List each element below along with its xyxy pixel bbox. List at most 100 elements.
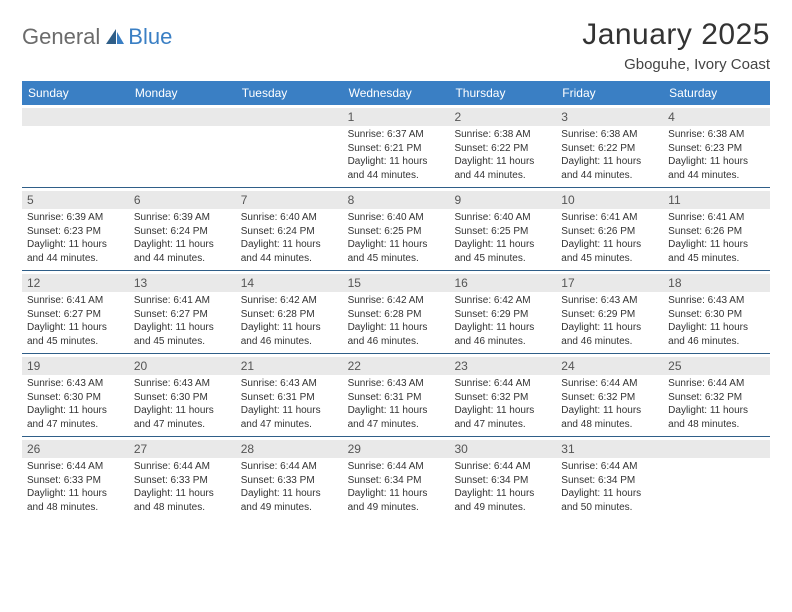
calendar-cell: 8 Sunrise: 6:40 AMSunset: 6:25 PMDaylight… <box>343 188 450 270</box>
logo: General Blue <box>22 18 172 50</box>
daynum-bar: 30 <box>449 440 556 458</box>
daynum-bar: 8 <box>343 191 450 209</box>
daynum-bar: 9 <box>449 191 556 209</box>
day-number: 26 <box>27 442 124 456</box>
day-number: 27 <box>134 442 231 456</box>
day-detail: Sunrise: 6:43 AMSunset: 6:30 PMDaylight:… <box>134 377 231 431</box>
calendar-cell: 26 Sunrise: 6:44 AMSunset: 6:33 PMDayligh… <box>22 437 129 519</box>
daynum-bar: 29 <box>343 440 450 458</box>
daynum-bar: 3 <box>556 108 663 126</box>
calendar-cell: 22 Sunrise: 6:43 AMSunset: 6:31 PMDayligh… <box>343 354 450 436</box>
day-detail: Sunrise: 6:44 AMSunset: 6:32 PMDaylight:… <box>561 377 658 431</box>
calendar-cell: 28 Sunrise: 6:44 AMSunset: 6:33 PMDayligh… <box>236 437 343 519</box>
day-detail: Sunrise: 6:43 AMSunset: 6:31 PMDaylight:… <box>348 377 445 431</box>
calendar-cell <box>236 105 343 187</box>
daynum-bar: 12 <box>22 274 129 292</box>
day-header: Monday <box>129 81 236 105</box>
day-detail: Sunrise: 6:38 AMSunset: 6:22 PMDaylight:… <box>454 128 551 182</box>
calendar-week: 26 Sunrise: 6:44 AMSunset: 6:33 PMDayligh… <box>22 436 770 519</box>
day-detail: Sunrise: 6:44 AMSunset: 6:34 PMDaylight:… <box>348 460 445 514</box>
day-number: 20 <box>134 359 231 373</box>
day-number: 1 <box>348 110 445 124</box>
daynum-bar: 7 <box>236 191 343 209</box>
calendar-cell: 31 Sunrise: 6:44 AMSunset: 6:34 PMDayligh… <box>556 437 663 519</box>
calendar-week: 5 Sunrise: 6:39 AMSunset: 6:23 PMDaylight… <box>22 187 770 270</box>
day-number: 23 <box>454 359 551 373</box>
day-detail: Sunrise: 6:44 AMSunset: 6:33 PMDaylight:… <box>241 460 338 514</box>
daynum-bar: 10 <box>556 191 663 209</box>
calendar-cell: 12Sunrise: 6:41 AMSunset: 6:27 PMDayligh… <box>22 271 129 353</box>
calendar-cell: 7Sunrise: 6:40 AMSunset: 6:24 PMDaylight… <box>236 188 343 270</box>
daynum-bar: 15 <box>343 274 450 292</box>
daynum-bar: 17 <box>556 274 663 292</box>
daynum-bar: 1 <box>343 108 450 126</box>
day-detail: Sunrise: 6:41 AMSunset: 6:26 PMDaylight:… <box>668 211 765 265</box>
calendar-cell <box>663 437 770 519</box>
calendar-cell <box>129 105 236 187</box>
daynum-bar: 27 <box>129 440 236 458</box>
day-header: Saturday <box>663 81 770 105</box>
calendar-cell: 23Sunrise: 6:44 AMSunset: 6:32 PMDayligh… <box>449 354 556 436</box>
day-detail: Sunrise: 6:42 AMSunset: 6:28 PMDaylight:… <box>241 294 338 348</box>
day-detail: Sunrise: 6:44 AMSunset: 6:34 PMDaylight:… <box>561 460 658 514</box>
day-number: 10 <box>561 193 658 207</box>
calendar-week: 1Sunrise: 6:37 AMSunset: 6:21 PMDaylight… <box>22 105 770 187</box>
calendar-cell: 9 Sunrise: 6:40 AMSunset: 6:25 PMDaylight… <box>449 188 556 270</box>
calendar-cell <box>22 105 129 187</box>
daynum-bar: 26 <box>22 440 129 458</box>
daynum-bar: 5 <box>22 191 129 209</box>
daynum-bar: 18 <box>663 274 770 292</box>
day-number: 3 <box>561 110 658 124</box>
day-number: 14 <box>241 276 338 290</box>
calendar-cell: 11 Sunrise: 6:41 AMSunset: 6:26 PMDayligh… <box>663 188 770 270</box>
daynum-bar: 25 <box>663 357 770 375</box>
location: Gboguhe, Ivory Coast <box>582 56 770 73</box>
day-header: Thursday <box>449 81 556 105</box>
day-number: 29 <box>348 442 445 456</box>
day-detail: Sunrise: 6:41 AMSunset: 6:27 PMDaylight:… <box>134 294 231 348</box>
calendar-cell: 30Sunrise: 6:44 AMSunset: 6:34 PMDayligh… <box>449 437 556 519</box>
calendar-cell: 16Sunrise: 6:42 AMSunset: 6:29 PMDayligh… <box>449 271 556 353</box>
day-header: Tuesday <box>236 81 343 105</box>
daynum-bar: 24 <box>556 357 663 375</box>
calendar-cell: 18Sunrise: 6:43 AMSunset: 6:30 PMDayligh… <box>663 271 770 353</box>
month-title: January 2025 <box>582 18 770 52</box>
day-number: 13 <box>134 276 231 290</box>
calendar-cell: 29 Sunrise: 6:44 AMSunset: 6:34 PMDayligh… <box>343 437 450 519</box>
day-header-row: SundayMondayTuesdayWednesdayThursdayFrid… <box>22 81 770 105</box>
day-detail: Sunrise: 6:43 AMSunset: 6:31 PMDaylight:… <box>241 377 338 431</box>
day-detail: Sunrise: 6:43 AMSunset: 6:29 PMDaylight:… <box>561 294 658 348</box>
calendar-cell: 3Sunrise: 6:38 AMSunset: 6:22 PMDaylight… <box>556 105 663 187</box>
day-detail: Sunrise: 6:39 AMSunset: 6:24 PMDaylight:… <box>134 211 231 265</box>
day-number: 24 <box>561 359 658 373</box>
calendar-cell: 24 Sunrise: 6:44 AMSunset: 6:32 PMDayligh… <box>556 354 663 436</box>
calendar-cell: 14 Sunrise: 6:42 AMSunset: 6:28 PMDayligh… <box>236 271 343 353</box>
day-number: 12 <box>27 276 124 290</box>
daynum-bar: 31 <box>556 440 663 458</box>
calendar-cell: 15Sunrise: 6:42 AMSunset: 6:28 PMDayligh… <box>343 271 450 353</box>
day-detail: Sunrise: 6:44 AMSunset: 6:33 PMDaylight:… <box>27 460 124 514</box>
daynum-bar: 2 <box>449 108 556 126</box>
day-detail: Sunrise: 6:40 AMSunset: 6:25 PMDaylight:… <box>348 211 445 265</box>
title-block: January 2025 Gboguhe, Ivory Coast <box>582 18 770 73</box>
daynum-bar: 28 <box>236 440 343 458</box>
day-header: Sunday <box>22 81 129 105</box>
day-number: 19 <box>27 359 124 373</box>
daynum-bar: 21 <box>236 357 343 375</box>
day-detail: Sunrise: 6:39 AMSunset: 6:23 PMDaylight:… <box>27 211 124 265</box>
day-detail: Sunrise: 6:43 AMSunset: 6:30 PMDaylight:… <box>27 377 124 431</box>
day-detail: Sunrise: 6:40 AMSunset: 6:25 PMDaylight:… <box>454 211 551 265</box>
logo-word2: Blue <box>128 24 172 50</box>
day-number: 28 <box>241 442 338 456</box>
daynum-bar: 22 <box>343 357 450 375</box>
day-header: Wednesday <box>343 81 450 105</box>
day-number: 21 <box>241 359 338 373</box>
daynum-bar: 4 <box>663 108 770 126</box>
logo-word1: General <box>22 24 100 50</box>
sail-icon <box>104 27 126 52</box>
day-detail: Sunrise: 6:42 AMSunset: 6:29 PMDaylight:… <box>454 294 551 348</box>
day-number: 11 <box>668 193 765 207</box>
daynum-bar: 20 <box>129 357 236 375</box>
calendar-cell: 25Sunrise: 6:44 AMSunset: 6:32 PMDayligh… <box>663 354 770 436</box>
header: General Blue January 2025 Gboguhe, Ivory… <box>22 18 770 73</box>
